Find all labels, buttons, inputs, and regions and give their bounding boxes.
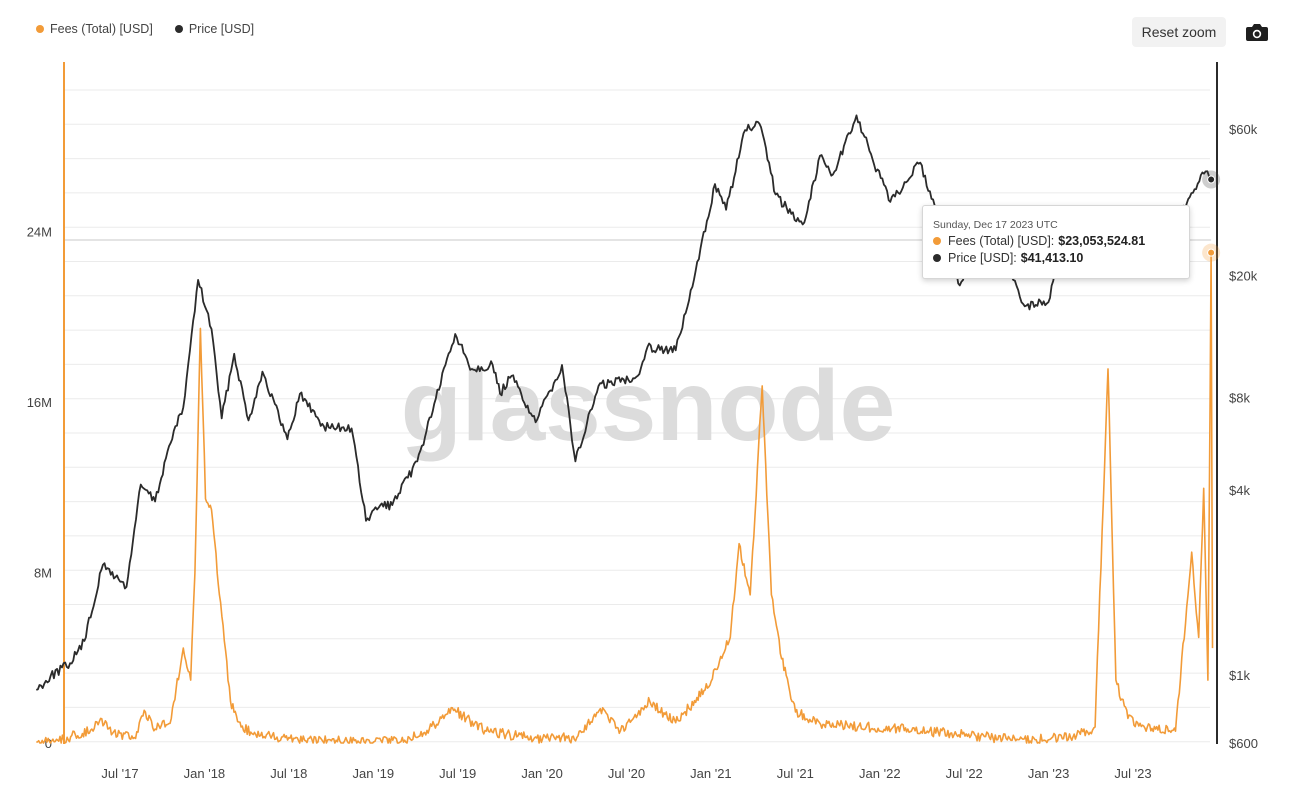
legend-label-fees: Fees (Total) [USD] xyxy=(50,22,153,36)
camera-icon[interactable] xyxy=(1244,20,1270,44)
right-axis-tick-label: $8k xyxy=(1229,391,1250,406)
right-axis-tick-label: $600 xyxy=(1229,736,1258,751)
grid xyxy=(64,89,1212,743)
tooltip-price-dot xyxy=(933,254,941,262)
price-legend-dot xyxy=(174,25,183,33)
x-axis-tick-label: Jul '23 xyxy=(1114,766,1151,781)
tooltip-price-label: Price [USD]: xyxy=(948,251,1017,265)
fees-hover-point xyxy=(1207,248,1216,257)
tooltip: Sunday, Dec 17 2023 UTC Fees (Total) [US… xyxy=(922,205,1190,279)
x-axis-tick-label: Jan '22 xyxy=(859,766,901,781)
legend: Fees (Total) [USD] Price [USD] xyxy=(36,22,254,36)
tooltip-price-value: $41,413.10 xyxy=(1020,251,1084,265)
x-axis-tick-label: Jul '19 xyxy=(439,766,476,781)
x-axis-tick-label: Jan '19 xyxy=(353,766,395,781)
x-axis-tick-label: Jul '18 xyxy=(270,766,307,781)
left-axis-tick-label: 24M xyxy=(27,225,52,240)
price-hover-point xyxy=(1207,175,1216,184)
left-axis-tick-label: 0 xyxy=(45,736,52,751)
left-axis-tick-label: 16M xyxy=(27,395,52,410)
tooltip-fees-value: $23,053,524.81 xyxy=(1058,234,1146,248)
tooltip-row-fees: Fees (Total) [USD]: $23,053,524.81 xyxy=(933,234,1145,248)
right-axis-tick-label: $20k xyxy=(1229,269,1258,284)
right-axis-tick-label: $1k xyxy=(1229,668,1250,683)
legend-label-price: Price [USD] xyxy=(188,22,255,36)
tooltip-date: Sunday, Dec 17 2023 UTC xyxy=(933,219,1058,231)
x-axis-tick-label: Jan '20 xyxy=(521,766,563,781)
legend-item-price[interactable]: Price [USD] xyxy=(174,22,255,36)
x-axis-tick-label: Jul '22 xyxy=(946,766,983,781)
right-axis-tick-label: $60k xyxy=(1229,122,1258,137)
fees-line xyxy=(36,251,1214,744)
price-series xyxy=(35,114,1212,691)
x-axis-tick-label: Jan '21 xyxy=(690,766,732,781)
x-axis-tick-label: Jul '17 xyxy=(101,766,138,781)
x-axis-tick-label: Jan '23 xyxy=(1028,766,1070,781)
watermark: glassnode xyxy=(401,350,896,462)
reset-zoom-button[interactable]: Reset zoom xyxy=(1132,17,1226,47)
x-axis-tick-label: Jul '20 xyxy=(608,766,645,781)
x-axis-tick-label: Jul '21 xyxy=(777,766,814,781)
price-line xyxy=(35,114,1212,691)
axes: 0 8M 16M 24M $600 $1k $4k $8k $20k $60k Jul '17 Jan… xyxy=(27,62,1258,781)
legend-item-fees[interactable]: Fees (Total) [USD] xyxy=(36,22,153,36)
hover-markers xyxy=(1202,170,1221,262)
tooltip-fees-label: Fees (Total) [USD]: xyxy=(948,234,1055,248)
tooltip-fees-dot xyxy=(933,237,941,245)
left-axis-tick-label: 8M xyxy=(34,566,52,581)
fees-series xyxy=(36,251,1214,744)
right-axis-tick-label: $4k xyxy=(1229,483,1250,498)
x-axis-tick-label: Jan '18 xyxy=(184,766,226,781)
fees-legend-dot xyxy=(36,25,44,33)
tooltip-row-price: Price [USD]: $41,413.10 xyxy=(933,251,1083,265)
